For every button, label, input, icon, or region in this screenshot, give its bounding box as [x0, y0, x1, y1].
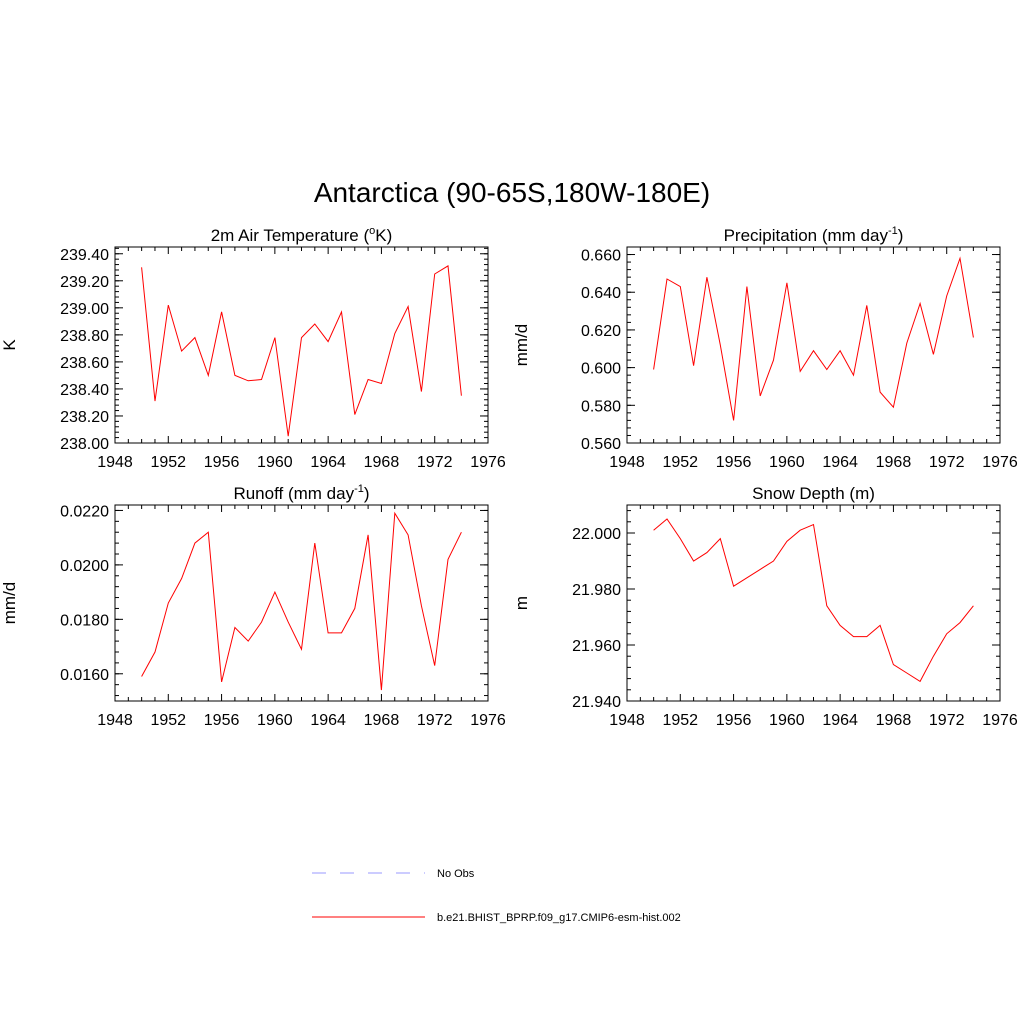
x-tick-label: 1968	[876, 454, 912, 471]
y-tick-label: 0.0180	[60, 612, 109, 629]
panel-title: Runoff (mm day-1)	[233, 483, 369, 503]
x-tick-label: 1956	[204, 712, 240, 729]
y-axis-label: K	[0, 339, 19, 351]
x-tick-label: 1956	[204, 454, 240, 471]
x-tick-label: 1976	[982, 454, 1018, 471]
x-tick-label: 1964	[822, 454, 858, 471]
panel-title: Snow Depth (m)	[752, 484, 875, 503]
y-tick-label: 238.80	[60, 328, 109, 345]
panel-title-end: K)	[375, 226, 392, 245]
x-tick-label: 1976	[470, 712, 506, 729]
x-tick-label: 1968	[364, 712, 400, 729]
y-axis-label: mm/d	[0, 582, 19, 625]
x-tick-label: 1960	[769, 712, 805, 729]
x-tick-label: 1972	[929, 454, 965, 471]
plot-frame	[114, 246, 489, 444]
plot-frame	[114, 504, 489, 702]
x-tick-label: 1956	[716, 454, 752, 471]
x-tick-label: 1972	[417, 712, 453, 729]
y-tick-label: 0.560	[581, 436, 621, 453]
y-tick-label: 22.000	[572, 526, 621, 543]
y-tick-label: 0.0220	[60, 503, 109, 520]
y-tick-label: 238.40	[60, 382, 109, 399]
x-tick-label: 1972	[417, 454, 453, 471]
x-tick-label: 1960	[257, 454, 293, 471]
panel-title-superscript: o	[369, 225, 375, 237]
y-tick-label: 0.660	[581, 248, 621, 265]
panel-precipitation: Precipitation (mm day-1) 1948 1952 1956 1960…	[512, 225, 1018, 471]
x-tick-label: 1976	[982, 712, 1018, 729]
y-tick-label: 239.40	[60, 247, 109, 264]
x-tick-label: 1964	[310, 712, 346, 729]
x-tick-label: 1968	[876, 712, 912, 729]
y-tick-label: 239.00	[60, 301, 109, 318]
figure-title: Antarctica (90-65S,180W-180E)	[314, 177, 710, 208]
legend-label-no-obs: No Obs	[437, 868, 475, 880]
y-tick-label: 238.20	[60, 409, 109, 426]
panel-title-superscript: -1	[354, 483, 364, 495]
legend-label-model: b.e21.BHIST_BPRP.f09_g17.CMIP6-esm-hist.…	[437, 912, 681, 924]
y-tick-label: 21.940	[572, 694, 621, 711]
x-tick-label: 1972	[929, 712, 965, 729]
x-tick-label: 1948	[609, 454, 645, 471]
x-tick-label: 1948	[609, 712, 645, 729]
y-axis-label: m	[512, 596, 531, 610]
series-line	[141, 265, 462, 437]
y-tick-label: 239.20	[60, 274, 109, 291]
panel-title-end: )	[364, 484, 370, 503]
x-tick-label: 1968	[364, 454, 400, 471]
y-tick-label: 21.980	[572, 582, 621, 599]
x-tick-label: 1952	[662, 454, 698, 471]
panel-title: 2m Air Temperature (oK)	[211, 225, 393, 245]
panel-title-superscript: -1	[888, 225, 898, 237]
y-tick-label: 238.60	[60, 355, 109, 372]
y-tick-label: 0.0160	[60, 667, 109, 684]
y-tick-label: 0.0200	[60, 558, 109, 575]
x-tick-label: 1948	[97, 454, 133, 471]
x-tick-label: 1964	[822, 712, 858, 729]
panel-snow-depth: Snow Depth (m) 1948 1952 1956 1960 1964 1968 19…	[512, 484, 1018, 729]
panel-title-main: Runoff (mm day	[233, 484, 354, 503]
y-tick-label: 238.00	[60, 436, 109, 453]
x-tick-label: 1956	[716, 712, 752, 729]
panel-title-main: Precipitation (mm day	[724, 226, 889, 245]
x-tick-label: 1976	[470, 454, 506, 471]
y-axis-label: mm/d	[512, 324, 531, 367]
x-tick-label: 1952	[150, 454, 186, 471]
y-tick-label: 21.960	[572, 638, 621, 655]
y-tick-label: 0.600	[581, 361, 621, 378]
plot-frame	[626, 504, 1001, 702]
legend: No Obs b.e21.BHIST_BPRP.f09_g17.CMIP6-es…	[312, 868, 681, 924]
panel-title-main: Snow Depth (m)	[752, 484, 875, 503]
series-line	[141, 511, 462, 691]
x-tick-label: 1948	[97, 712, 133, 729]
series-line	[653, 256, 974, 421]
series-line	[653, 518, 974, 683]
panel-air-temperature: 2m Air Temperature (oK) 1948 1952 1956 1960 1…	[0, 225, 506, 471]
x-tick-label: 1964	[310, 454, 346, 471]
plot-frame	[626, 246, 1001, 444]
panel-runoff: Runoff (mm day-1) 1948 1952 1956 1960 1964 196…	[0, 483, 506, 729]
panel-title-end: )	[898, 226, 904, 245]
x-tick-label: 1952	[150, 712, 186, 729]
y-tick-label: 0.640	[581, 285, 621, 302]
panel-title-main: 2m Air Temperature (	[211, 226, 370, 245]
x-tick-label: 1952	[662, 712, 698, 729]
x-tick-label: 1960	[769, 454, 805, 471]
panel-title: Precipitation (mm day-1)	[724, 225, 904, 245]
y-tick-label: 0.580	[581, 398, 621, 415]
x-tick-label: 1960	[257, 712, 293, 729]
y-tick-label: 0.620	[581, 323, 621, 340]
